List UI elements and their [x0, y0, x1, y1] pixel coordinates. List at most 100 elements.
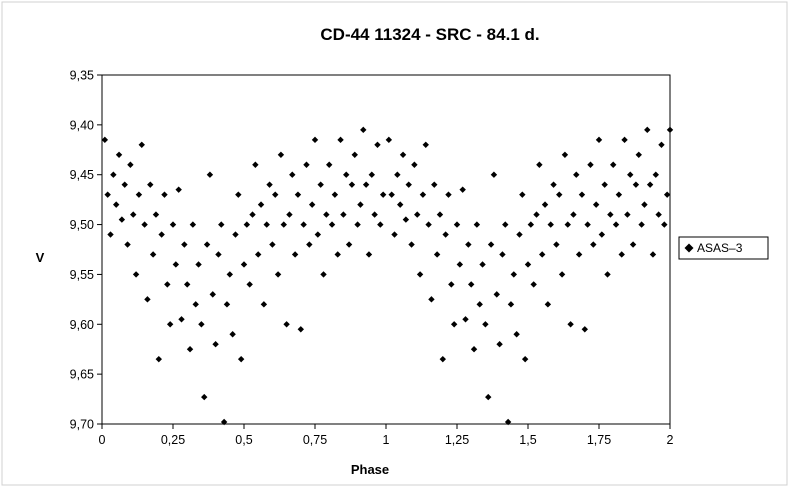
data-point — [547, 221, 554, 228]
data-point — [291, 251, 299, 258]
data-point — [323, 211, 330, 218]
data-point — [357, 201, 364, 208]
data-point — [553, 241, 560, 248]
data-point — [496, 341, 503, 348]
x-tick-label: 0 — [99, 433, 106, 447]
data-point — [297, 326, 304, 333]
data-point — [397, 201, 404, 208]
data-point — [135, 191, 143, 198]
data-point — [439, 355, 446, 363]
data-point — [110, 171, 117, 178]
data-point — [274, 271, 282, 278]
data-point — [311, 136, 319, 144]
data-point — [632, 181, 640, 188]
data-point — [536, 161, 543, 168]
data-point — [414, 211, 421, 218]
data-point — [144, 296, 151, 303]
data-point — [649, 251, 657, 258]
data-point — [661, 221, 668, 228]
x-tick-label: 0,5 — [235, 433, 252, 447]
data-point — [107, 231, 114, 238]
data-point — [493, 291, 500, 298]
data-point — [314, 231, 322, 238]
data-point — [504, 418, 512, 426]
y-tick-label: 9,55 — [70, 268, 94, 282]
data-point — [121, 181, 128, 188]
data-point — [615, 191, 623, 198]
data-point — [428, 296, 435, 303]
data-point — [450, 321, 458, 328]
data-point — [132, 271, 140, 278]
data-point — [627, 171, 634, 178]
data-point — [374, 141, 381, 148]
data-point — [601, 181, 608, 188]
data-point — [592, 201, 600, 208]
data-point — [431, 181, 438, 188]
data-point — [445, 191, 452, 198]
data-point — [607, 211, 614, 218]
data-point — [556, 191, 563, 198]
data-point — [218, 221, 225, 228]
data-point — [564, 221, 571, 228]
legend-box — [678, 236, 769, 260]
data-point — [334, 251, 341, 258]
data-point — [175, 186, 182, 193]
data-point — [462, 316, 469, 323]
data-point — [442, 231, 449, 238]
data-point — [280, 221, 287, 228]
data-point — [184, 281, 191, 288]
data-point — [320, 271, 327, 278]
data-point — [513, 331, 520, 338]
y-tick-label: 9,65 — [70, 368, 94, 382]
data-point — [388, 191, 395, 198]
y-tick-label: 9,40 — [70, 118, 94, 132]
data-point — [186, 346, 194, 353]
y-tick-label: 9,45 — [70, 168, 94, 182]
data-point — [237, 355, 245, 363]
data-point — [561, 151, 569, 158]
data-point — [362, 181, 370, 188]
x-tick-label: 2 — [667, 433, 674, 447]
data-point — [252, 161, 259, 168]
data-point — [249, 211, 256, 218]
data-point — [465, 241, 472, 248]
data-point — [272, 191, 279, 198]
x-tick-label: 1 — [383, 433, 390, 447]
data-point — [127, 161, 134, 168]
data-point — [283, 321, 290, 328]
chart-title: CD-44 11324 - SRC - 84.1 d. — [320, 25, 539, 44]
data-point — [573, 171, 580, 178]
data-point — [544, 301, 552, 308]
data-point — [584, 221, 591, 228]
data-point — [240, 261, 248, 268]
data-point — [215, 251, 222, 258]
data-point — [644, 126, 651, 134]
data-point — [666, 126, 674, 134]
data-point — [365, 251, 373, 258]
data-point — [328, 221, 336, 228]
data-point — [655, 211, 662, 218]
x-axis: 0 0,25 0,5 0,75 1 1,25 1,5 1,75 2 — [99, 424, 674, 447]
data-point — [558, 271, 566, 278]
data-point — [502, 221, 509, 228]
data-point — [629, 241, 637, 248]
data-point — [459, 186, 466, 193]
data-point — [340, 211, 347, 218]
y-axis-label: V — [36, 250, 45, 265]
data-point — [485, 393, 492, 401]
x-tick-label: 1,75 — [587, 433, 611, 447]
data-point — [612, 221, 620, 228]
data-point — [286, 211, 293, 218]
data-point — [402, 216, 410, 223]
data-point — [394, 171, 401, 178]
data-point — [453, 221, 461, 228]
data-point — [158, 231, 165, 238]
data-point — [604, 271, 611, 278]
x-tick-label: 0,75 — [303, 433, 327, 447]
data-point — [303, 161, 310, 168]
data-point — [638, 221, 645, 228]
x-tick-label: 1,5 — [519, 433, 536, 447]
data-point — [391, 231, 398, 238]
data-point — [289, 171, 296, 178]
